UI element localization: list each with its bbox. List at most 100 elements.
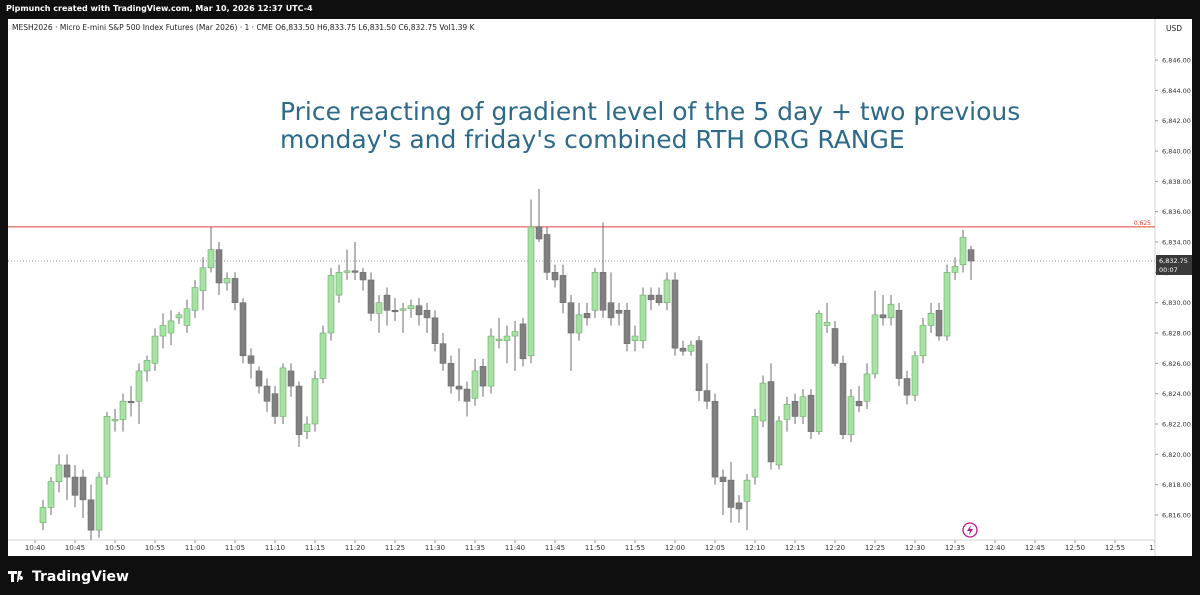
candle-body bbox=[215, 249, 223, 284]
last-price-box bbox=[1156, 255, 1192, 276]
candle-body bbox=[695, 340, 703, 391]
candle-body bbox=[471, 370, 479, 399]
candle-body bbox=[191, 287, 199, 311]
candle-body bbox=[583, 313, 591, 319]
candle-body bbox=[879, 314, 887, 319]
candle-body bbox=[71, 476, 79, 496]
candle-body bbox=[223, 278, 231, 284]
candle-body bbox=[455, 385, 463, 390]
candle-body bbox=[815, 313, 823, 432]
x-tick-label: 12:10 bbox=[745, 544, 765, 552]
candle-body bbox=[487, 335, 495, 387]
candle-body bbox=[767, 381, 775, 463]
candle-body bbox=[311, 378, 319, 425]
x-tick-label: 12:20 bbox=[825, 544, 845, 552]
candle-body bbox=[895, 309, 903, 379]
annotation: monday's and friday's combined RTH ORG R… bbox=[280, 125, 905, 154]
candle-body bbox=[967, 249, 975, 262]
x-tick-label: 11:05 bbox=[225, 544, 245, 552]
candle-body bbox=[751, 416, 759, 478]
countdown: 00:07 bbox=[1159, 266, 1178, 274]
x-tick-label: 12:55 bbox=[1105, 544, 1125, 552]
y-tick-label: 6,822.00 bbox=[1162, 421, 1191, 429]
candle-body bbox=[719, 476, 727, 482]
alert-icon[interactable] bbox=[962, 522, 978, 538]
annotation: Price reacting of gradient level of the … bbox=[280, 97, 1020, 126]
candle-body bbox=[335, 272, 343, 296]
candle-body bbox=[295, 385, 303, 435]
y-tick-label: 6,838.00 bbox=[1162, 178, 1191, 186]
candle-body bbox=[647, 294, 655, 300]
candle-body bbox=[47, 481, 55, 508]
y-tick-label: 6,836.00 bbox=[1162, 208, 1191, 216]
candle-body bbox=[87, 499, 95, 531]
candle-body bbox=[703, 390, 711, 402]
y-tick-label: 6,846.00 bbox=[1162, 57, 1191, 65]
candle-body bbox=[343, 270, 351, 273]
x-tick-label: 11:20 bbox=[345, 544, 365, 552]
x-tick-label: 10:55 bbox=[145, 544, 165, 552]
candle-body bbox=[599, 272, 607, 311]
candle-body bbox=[911, 355, 919, 396]
candle-body bbox=[663, 279, 671, 303]
candle-body bbox=[527, 226, 535, 357]
candle-body bbox=[303, 423, 311, 432]
y-tick-label: 6,842.00 bbox=[1162, 117, 1191, 125]
brand-logo bbox=[8, 571, 24, 582]
y-tick-label: 6,844.00 bbox=[1162, 87, 1191, 95]
y-tick-label: 6,824.00 bbox=[1162, 390, 1191, 398]
candle-body bbox=[519, 323, 527, 360]
x-tick-label: 10:40 bbox=[25, 544, 45, 552]
candle-body bbox=[951, 266, 959, 273]
x-tick-label: 11:40 bbox=[505, 544, 525, 552]
candle-body bbox=[167, 320, 175, 334]
candle-body bbox=[543, 234, 551, 273]
x-tick-label: 12:35 bbox=[945, 544, 965, 552]
candle-body bbox=[831, 328, 839, 364]
x-tick-label: 12:40 bbox=[985, 544, 1005, 552]
candle-body bbox=[255, 370, 263, 387]
x-tick-label: 13: bbox=[1149, 544, 1160, 552]
candle-body bbox=[903, 378, 911, 396]
candle-body bbox=[95, 476, 103, 531]
x-tick-label: 11:35 bbox=[465, 544, 485, 552]
candle-body bbox=[847, 396, 855, 435]
candle-body bbox=[199, 267, 207, 291]
candle-body bbox=[727, 479, 735, 508]
candle-body bbox=[607, 302, 615, 319]
candle-body bbox=[407, 305, 415, 310]
candle-body bbox=[279, 367, 287, 417]
candle-body bbox=[239, 302, 247, 357]
x-tick-label: 11:55 bbox=[625, 544, 645, 552]
candle-body bbox=[743, 479, 751, 502]
x-tick-label: 11:15 bbox=[305, 544, 325, 552]
candle-body bbox=[351, 270, 359, 273]
candle-body bbox=[631, 335, 639, 341]
candle-body bbox=[159, 325, 167, 337]
x-tick-label: 12:00 bbox=[665, 544, 685, 552]
y-tick-label: 6,828.00 bbox=[1162, 330, 1191, 338]
candle-body bbox=[423, 309, 431, 319]
y-tick-label: 6,830.00 bbox=[1162, 299, 1191, 307]
candle-body bbox=[615, 309, 623, 314]
candle-body bbox=[55, 464, 63, 482]
x-tick-label: 11:45 bbox=[545, 544, 565, 552]
x-tick-label: 10:45 bbox=[65, 544, 85, 552]
candle-body bbox=[495, 338, 503, 341]
candle-body bbox=[503, 335, 511, 341]
candle-body bbox=[359, 272, 367, 281]
candle-body bbox=[447, 363, 455, 387]
brand: TradingView bbox=[32, 569, 129, 585]
y-tick-label: 6,816.00 bbox=[1162, 511, 1191, 519]
y-tick-label: 6,818.00 bbox=[1162, 481, 1191, 489]
candle-body bbox=[927, 313, 935, 326]
x-tick-label: 12:25 bbox=[865, 544, 885, 552]
candle-body bbox=[271, 393, 279, 417]
candle-body bbox=[759, 382, 767, 422]
candle-body bbox=[367, 279, 375, 314]
candle-body bbox=[535, 226, 543, 240]
candle-body bbox=[319, 332, 327, 379]
candle-body bbox=[687, 344, 695, 352]
